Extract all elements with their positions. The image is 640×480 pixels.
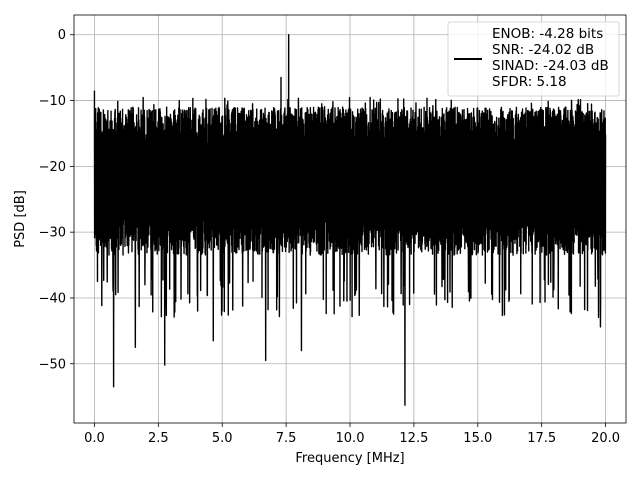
axis-ticks: 0.0 2.5 5.0 7.5 10.0 12.5 15.0 17.5 20.0 0 −10 −20 −… bbox=[39, 28, 620, 446]
y-tick-label: −40 bbox=[39, 291, 66, 306]
y-tick-label: −10 bbox=[39, 94, 66, 109]
psd-series bbox=[93, 34, 607, 406]
legend-box bbox=[447, 21, 620, 97]
x-tick-label: 7.5 bbox=[276, 431, 297, 446]
x-tick-label: 17.5 bbox=[527, 431, 556, 446]
y-tick-label: 0 bbox=[58, 28, 66, 43]
psd-series-line bbox=[93, 34, 607, 406]
legend-line-sfdr: SFDR: 5.18 bbox=[492, 74, 567, 90]
x-tick-label: 5.0 bbox=[212, 431, 233, 446]
x-tick-label: 15.0 bbox=[463, 431, 492, 446]
x-tick-label: 0.0 bbox=[84, 431, 105, 446]
legend-line-snr: SNR: -24.02 dB bbox=[492, 42, 594, 58]
x-axis-label: Frequency [MHz] bbox=[295, 451, 404, 466]
y-tick-label: −50 bbox=[39, 357, 66, 372]
legend-line-enob: ENOB: -4.28 bits bbox=[492, 26, 603, 42]
x-tick-label: 10.0 bbox=[336, 431, 365, 446]
y-tick-label: −30 bbox=[39, 226, 66, 241]
plot-frame bbox=[73, 14, 627, 424]
x-tick-label: 2.5 bbox=[148, 431, 169, 446]
y-tick-label: −20 bbox=[39, 160, 66, 175]
y-axis-label: PSD [dB] bbox=[13, 190, 28, 248]
legend: ENOB: -4.28 bits SNR: -24.02 dB SINAD: -… bbox=[447, 21, 620, 97]
x-tick-label: 20.0 bbox=[591, 431, 620, 446]
x-tick-label: 12.5 bbox=[399, 431, 428, 446]
legend-line-sinad: SINAD: -24.03 dB bbox=[492, 58, 609, 74]
